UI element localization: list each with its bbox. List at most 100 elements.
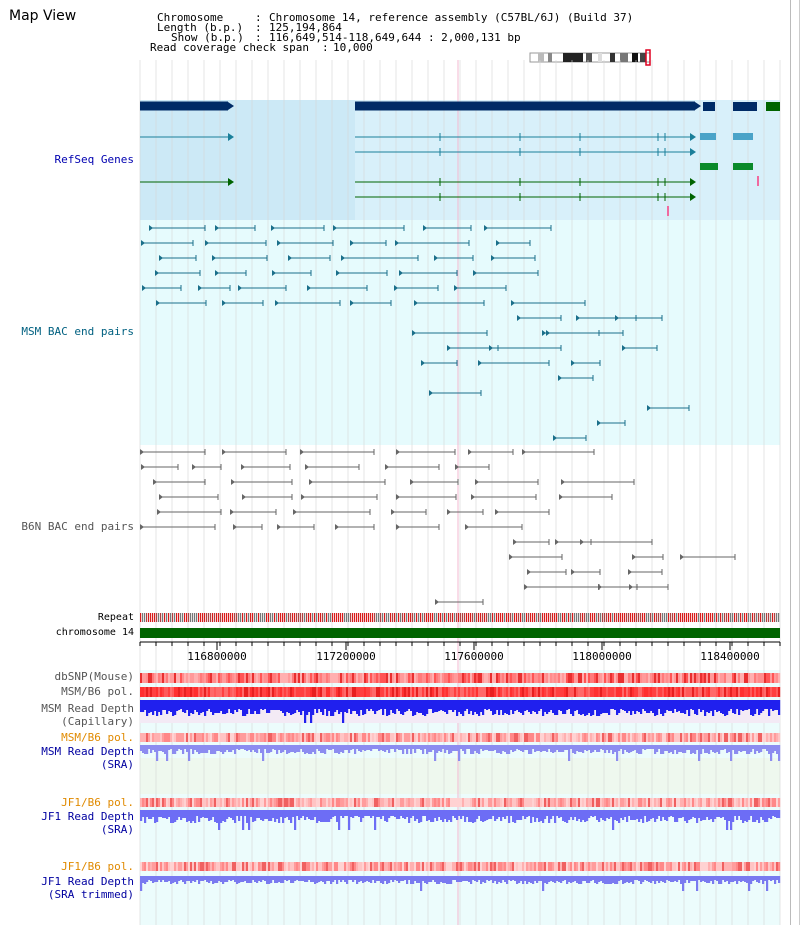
msm-depth-sra-bar [320, 745, 323, 753]
b6n-bac-features[interactable] [140, 449, 736, 605]
repeat-element [392, 613, 394, 622]
jf1-depth-trimmed-bar [278, 876, 281, 882]
msm-sra-pol-cell [428, 733, 431, 742]
msm-pol-cell [726, 687, 729, 697]
msm-depth-sra-bar [414, 745, 417, 753]
jf1-depth-trimmed-bar [720, 876, 723, 884]
msm-pol-cell [490, 687, 493, 697]
jf1-pol-2-cell [644, 862, 647, 871]
msm-depth-capillary-bar [360, 700, 363, 710]
jf1-pol-2-cell [450, 862, 453, 871]
msm-sra-pol-cell [320, 733, 323, 742]
dbsnp-cell [276, 673, 279, 683]
repeat-element [368, 613, 370, 622]
repeat-element [616, 613, 618, 622]
msm-sra-pol-cell [346, 733, 349, 742]
dbsnp-cell [724, 673, 727, 683]
read-depth-tracks[interactable] [140, 700, 781, 891]
dbsnp-cell [522, 673, 525, 683]
msm-depth-sra-bar [280, 745, 283, 753]
msm-depth-sra-bar [270, 745, 273, 752]
msm-pol-cell [152, 687, 155, 697]
jf1-depth-trimmed-bar [390, 876, 393, 880]
jf1-pol-cell [178, 798, 181, 807]
jf1-pol-cell [160, 798, 163, 807]
msm-pol-cell [234, 687, 237, 697]
msm-pol-cell [312, 687, 315, 697]
msm-sra-pol-cell [460, 733, 463, 742]
jf1-depth-bar [778, 810, 781, 818]
dbsnp-cell [210, 673, 213, 683]
jf1-depth-trimmed-bar [144, 876, 147, 884]
jf1-pol-2-cell [298, 862, 301, 871]
jf1-pol-2-cell [262, 862, 265, 871]
msm-depth-sra-bar [232, 745, 235, 750]
jf1-depth-trimmed-bar [386, 876, 389, 884]
dbsnp-cell [282, 673, 285, 683]
msm-sra-pol-cell [482, 733, 485, 742]
refseq-features[interactable] [140, 101, 780, 217]
jf1-depth-trimmed-bar [508, 876, 511, 880]
repeat-element [170, 613, 172, 622]
msm-depth-sra-bar [248, 745, 251, 750]
msm-depth-capillary-bar [706, 700, 709, 712]
jf1-pol-cell [210, 798, 213, 807]
heatmap-tracks[interactable] [140, 673, 781, 871]
repeat-element [760, 613, 762, 622]
repeat-element [714, 613, 716, 622]
jf1-pol-2-cell [382, 862, 385, 871]
dbsnp-cell [294, 673, 297, 683]
track-label-refseq: RefSeq Genes [54, 153, 134, 166]
msm-pol-cell [600, 687, 603, 697]
dbsnp-cell [366, 673, 369, 683]
msm-depth-capillary-bar [502, 700, 505, 715]
repeat-element [656, 613, 658, 622]
jf1-pol-cell [650, 798, 653, 807]
chromosome-ideogram[interactable] [529, 49, 651, 66]
dbsnp-cell [474, 673, 477, 683]
msm-bac-features[interactable] [141, 225, 690, 441]
chromosome-bar[interactable] [140, 628, 780, 638]
msm-depth-sra-bar [372, 745, 375, 749]
repeat-element [654, 613, 656, 622]
jf1-pol-2-cell [562, 862, 565, 871]
msm-pol-cell [434, 687, 437, 697]
span-sep: : [322, 41, 329, 54]
dbsnp-cell [416, 673, 419, 683]
repeat-track[interactable] [140, 613, 780, 622]
dbsnp-cell [630, 673, 633, 683]
dbsnp-cell [314, 673, 317, 683]
jf1-pol-2-cell [412, 862, 415, 871]
msm-depth-sra-bar [488, 745, 491, 751]
jf1-depth-trimmed-bar [662, 876, 665, 882]
msm-depth-capillary-bar [170, 700, 173, 712]
jf1-depth-trimmed-bar [582, 876, 585, 881]
jf1-pol-2-cell [470, 862, 473, 871]
jf1-depth-trimmed-bar [656, 876, 659, 881]
jf1-pol-2-cell [592, 862, 595, 871]
repeat-element [286, 613, 288, 622]
msm-depth-capillary-bar [776, 700, 779, 710]
msm-depth-sra-bar [506, 745, 509, 754]
dbsnp-cell [254, 673, 257, 683]
msm-sra-pol-cell [372, 733, 375, 742]
msm-sra-pol-cell [496, 733, 499, 742]
msm-pol-cell [436, 687, 439, 697]
msm-sra-pol-cell [498, 733, 501, 742]
msm-depth-capillary-bar [488, 700, 491, 709]
msm-sra-pol-cell [364, 733, 367, 742]
jf1-depth-trimmed-bar [534, 876, 537, 881]
repeat-element [734, 613, 736, 622]
msm-pol-cell [358, 687, 361, 697]
jf1-depth-trimmed-bar [496, 876, 499, 884]
repeat-element [504, 613, 506, 622]
jf1-pol-2-cell [384, 862, 387, 871]
jf1-depth-trimmed-bar [436, 876, 439, 884]
jf1-pol-cell [536, 798, 539, 807]
msm-depth-capillary-bar [388, 700, 391, 715]
msm-bac-pair-end [275, 300, 279, 306]
msm-depth-capillary-bar [690, 700, 693, 709]
jf1-depth-trimmed-bar [440, 876, 443, 882]
msm-depth-capillary-bar [188, 700, 191, 716]
